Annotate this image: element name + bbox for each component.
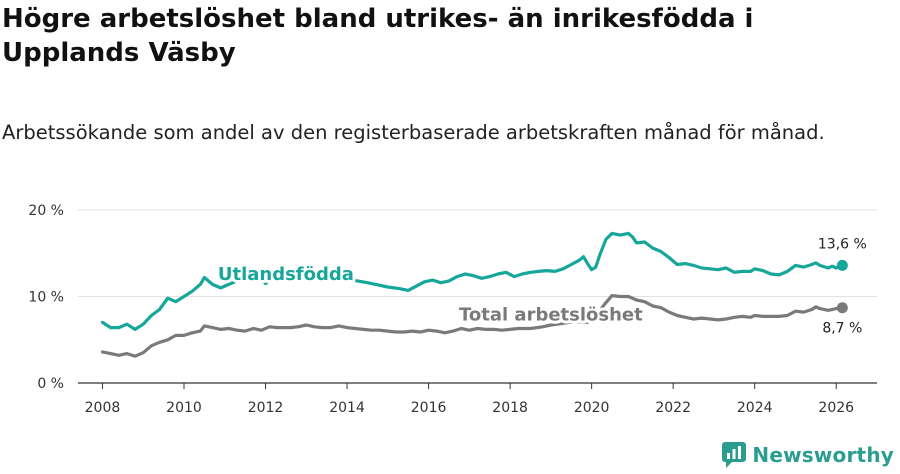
x-tick-label: 2008 [85,400,121,416]
series-label-utlandsfodda: Utlandsfödda [218,264,354,285]
end-value-total: 8,7 % [822,321,862,337]
end-point-total [836,302,848,314]
y-tick-label: 20 % [28,203,64,219]
end-value-utlandsfodda: 13,6 % [818,236,867,252]
x-tick-label: 2010 [166,400,202,416]
y-tick-label: 10 % [28,290,64,306]
newsworthy-brand[interactable]: Newsworthy [722,442,894,468]
x-tick-label: 2016 [411,400,447,416]
brand-name: Newsworthy [752,443,894,467]
end-point-utlandsfodda [836,259,848,271]
series-line-utlandsfodda [100,231,844,331]
series-line-total [100,294,844,358]
y-tick-label: 0 % [37,376,64,392]
x-tick-label: 2014 [329,400,365,416]
chart-subtitle: Arbetssökande som andel av den registerb… [2,121,825,144]
newsworthy-logo-icon [722,442,747,468]
x-tick-label: 2024 [737,400,773,416]
series-label-total: Total arbetslöshet [459,305,643,326]
x-tick-label: 2012 [248,400,284,416]
chart-title: Högre arbetslöshet bland utrikes- än inr… [2,4,754,68]
x-tick-label: 2020 [574,400,610,416]
x-tick-label: 2018 [492,400,528,416]
x-tick-label: 2022 [655,400,691,416]
x-tick-label: 2026 [818,400,854,416]
